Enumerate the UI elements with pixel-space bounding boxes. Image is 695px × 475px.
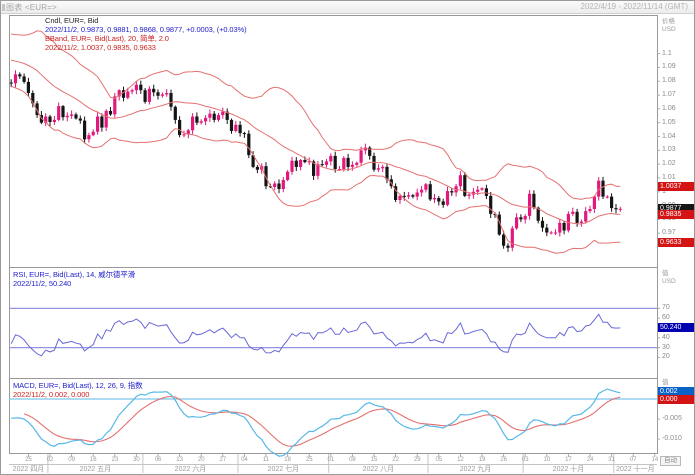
price-panel [9, 30, 622, 254]
chart-icon [2, 4, 5, 11]
macd-legend-values: 2022/11/2, 0.002, 0.000 [13, 390, 90, 399]
main-legend-bband-values: 2022/11/2, 1.0037, 0.9835, 0.9633 [45, 43, 156, 52]
auto-scale-button[interactable]: 自动 [660, 456, 681, 466]
date-range-label: 2022/4/19 - 2022/11/14 (GMT) [580, 2, 688, 11]
main-legend: Cndl, EUR=, Bid 2022/11/2, 0.9873, 0.988… [45, 16, 247, 52]
macd-legend-title: MACD, EUR=, Bid(Last), 12, 26, 9, 指数 [13, 381, 143, 390]
main-legend-ohlc: 2022/11/2, 0.9873, 0.9881, 0.9868, 0.987… [45, 25, 247, 34]
rsi-legend: RSI, EUR=, Bid(Last), 14, 威尔德平滑 2022/11/… [13, 270, 135, 288]
rsi-panel [9, 307, 657, 357]
window-title: 图表 <EUR=> [6, 3, 57, 12]
rsi-legend-title: RSI, EUR=, Bid(Last), 14, 威尔德平滑 [13, 270, 136, 279]
macd-panel [9, 388, 657, 457]
macd-legend: MACD, EUR=, Bid(Last), 12, 26, 9, 指数 202… [13, 381, 143, 399]
plot-frame [9, 15, 658, 454]
main-legend-bband: BBand, EUR=, Bid(Last), 20, 简单, 2.0 [45, 34, 169, 43]
main-legend-instrument: Cndl, EUR=, Bid [45, 16, 99, 25]
rsi-legend-value: 2022/11/2, 50.240 [13, 279, 72, 288]
titlebar: 图表 <EUR=> 2022/4/19 - 2022/11/14 (GMT) [1, 1, 694, 14]
